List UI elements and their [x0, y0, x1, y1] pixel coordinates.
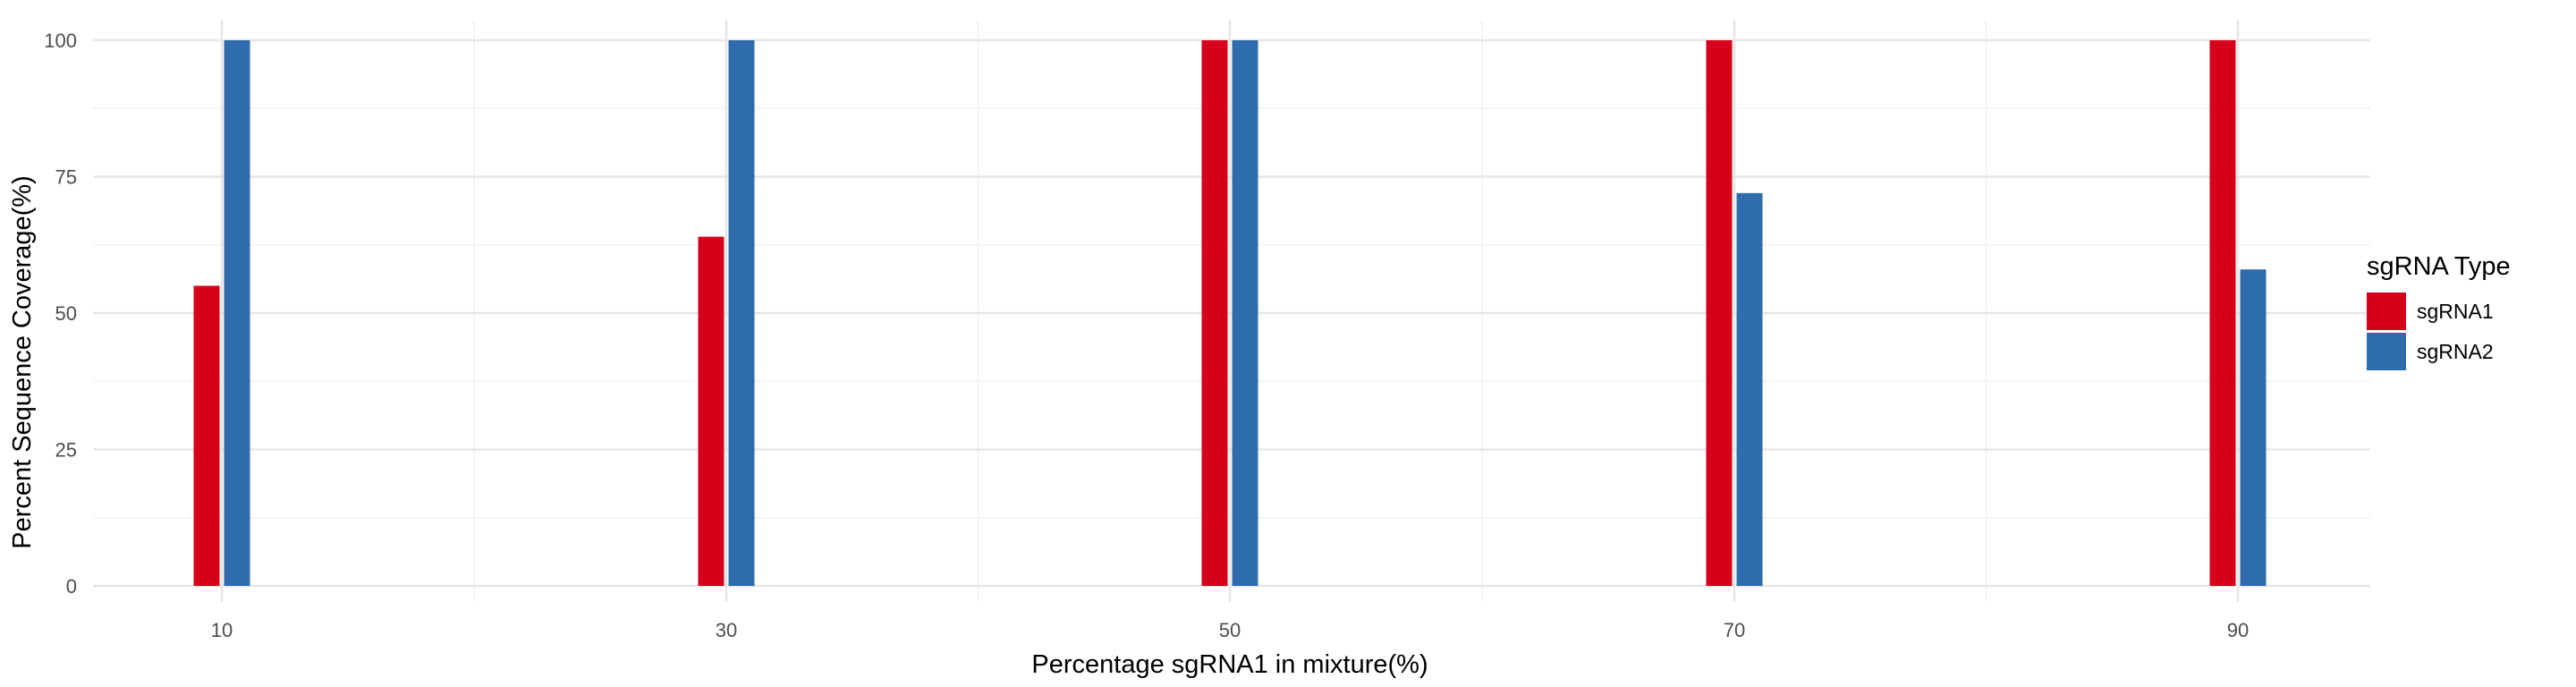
plot-panel	[93, 20, 2370, 602]
bar-sgrna2-50	[1232, 40, 1258, 586]
y-tick-label: 50	[55, 302, 77, 325]
y-tick-label: 0	[66, 575, 77, 598]
bar-sgrna2-10	[224, 40, 250, 586]
y-tick-label: 25	[55, 439, 77, 462]
y-axis: 0 25 50 75 100	[44, 30, 77, 598]
x-tick-label: 10	[211, 619, 233, 641]
x-tick-label: 50	[1219, 619, 1241, 641]
grid-lines	[93, 20, 2370, 602]
bars	[193, 40, 2267, 587]
legend-item-sgrna1: sgRNA1	[2367, 293, 2494, 330]
legend-title: sgRNA Type	[2367, 252, 2511, 281]
y-tick-label: 100	[44, 30, 77, 52]
x-axis: 10 30 50 70 90	[211, 619, 2249, 641]
bar-sgrna1-30	[698, 236, 724, 586]
bar-sgrna1-70	[1706, 40, 1733, 586]
bar-sgrna1-10	[193, 285, 220, 586]
bar-sgrna2-90	[2240, 269, 2267, 586]
x-tick-label: 70	[1724, 619, 1745, 641]
legend-key-sgrna1	[2367, 293, 2406, 330]
bar-sgrna2-70	[1736, 192, 1763, 587]
x-axis-title: Percentage sgRNA1 in mixture(%)	[1031, 650, 1428, 679]
legend: sgRNA Type sgRNA1 sgRNA2	[2367, 252, 2511, 370]
bar-sgrna1-90	[2209, 40, 2236, 586]
y-tick-label: 75	[55, 166, 77, 189]
legend-label-sgrna1: sgRNA1	[2417, 300, 2494, 323]
legend-label-sgrna2: sgRNA2	[2417, 340, 2494, 363]
x-tick-label: 90	[2227, 619, 2249, 641]
y-axis-title: Percent Sequence Coverage(%)	[8, 175, 37, 549]
legend-items: sgRNA1 sgRNA2	[2367, 293, 2494, 370]
legend-key-sgrna2	[2367, 333, 2406, 370]
legend-item-sgrna2: sgRNA2	[2367, 333, 2494, 370]
bar-sgrna1-50	[1201, 40, 1228, 586]
x-tick-label: 30	[716, 619, 737, 641]
bar-sgrna2-30	[728, 40, 755, 586]
